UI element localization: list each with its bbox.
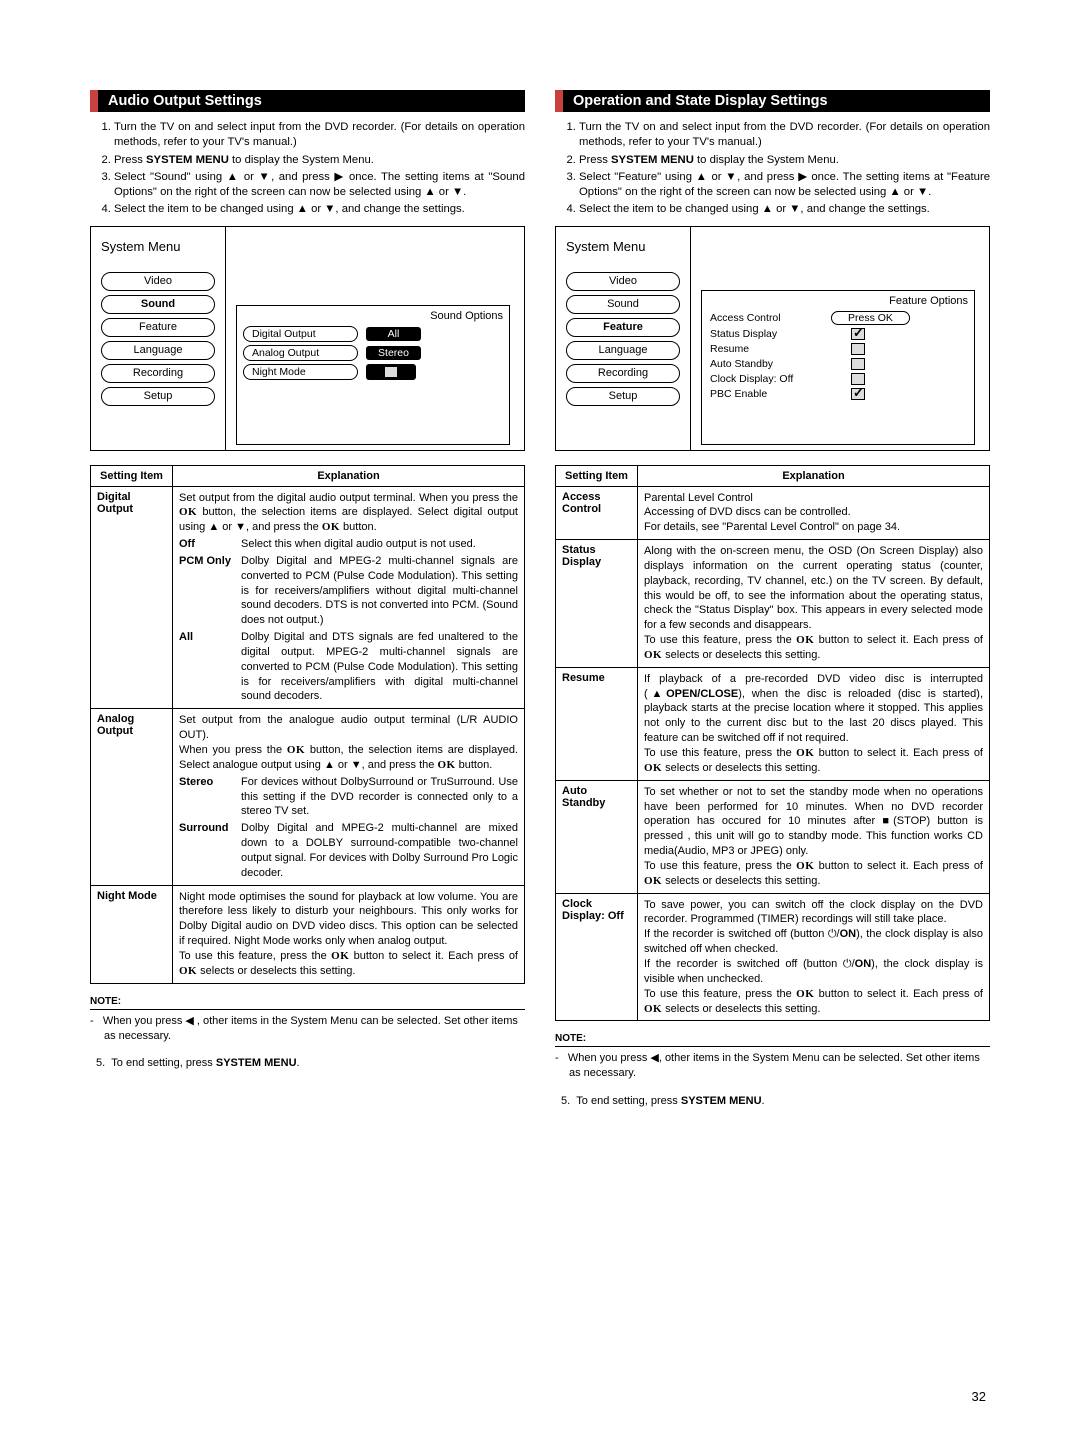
menu-item-setup: Setup [101, 387, 215, 406]
menu-item-recording: Recording [566, 364, 680, 383]
menu-item-sound: Sound [101, 295, 215, 314]
checkbox-icon [851, 373, 865, 385]
opt-row: Night Mode [243, 364, 503, 380]
row-name: AnalogOutput [91, 709, 173, 885]
opt-label: Auto Standby [708, 358, 831, 370]
checkbox-icon [851, 343, 865, 355]
opt-row: PBC Enable [708, 388, 968, 400]
menu-item-feature: Feature [101, 318, 215, 337]
menu-item-sound: Sound [566, 295, 680, 314]
menu-right-pane: Feature Options Access Control Press OK … [691, 227, 989, 450]
row-expl: Along with the on-screen menu, the OSD (… [638, 540, 990, 668]
opt-label: Digital Output [243, 326, 358, 342]
opt-label: Night Mode [243, 364, 358, 380]
opt-row: Status Display [708, 328, 968, 340]
opt-value: Stereo [366, 346, 421, 360]
settings-table-left: Setting Item Explanation DigitalOutput S… [90, 465, 525, 984]
opt-value: Press OK [831, 311, 910, 325]
page-number: 32 [972, 1389, 986, 1404]
menu-item-video: Video [566, 272, 680, 291]
menu-right-pane: Sound Options Digital Output All Analog … [226, 227, 524, 450]
opt-row: Resume [708, 343, 968, 355]
checkbox-icon [851, 358, 865, 370]
opt-label: Access Control [708, 312, 831, 324]
menu-item-recording: Recording [101, 364, 215, 383]
step: Press SYSTEM MENU to display the System … [114, 153, 525, 168]
options-panel: Sound Options Digital Output All Analog … [236, 305, 510, 445]
row-expl: To set whether or not to set the standby… [638, 780, 990, 893]
final-step: 5. To end setting, press SYSTEM MENU. [90, 1057, 525, 1069]
row-name: Night Mode [91, 885, 173, 983]
options-title: Feature Options [708, 295, 968, 307]
right-column: Operation and State Display Settings Tur… [555, 90, 990, 1107]
opt-row: Access Control Press OK [708, 311, 968, 325]
opt-value: All [366, 327, 421, 341]
step: Select the item to be changed using ▲ or… [114, 202, 525, 217]
opt-row: Analog Output Stereo [243, 345, 503, 361]
row-expl: If playback of a pre-recorded DVD video … [638, 667, 990, 780]
final-step: 5. To end setting, press SYSTEM MENU. [555, 1095, 990, 1107]
row-name: AutoStandby [556, 780, 638, 893]
note-label: NOTE: [90, 996, 525, 1010]
th-explanation: Explanation [638, 465, 990, 486]
opt-row: Auto Standby [708, 358, 968, 370]
row-name: AccessControl [556, 486, 638, 540]
opt-label: Clock Display: Off [708, 373, 831, 385]
row-name: StatusDisplay [556, 540, 638, 668]
header-stripe [90, 90, 98, 112]
opt-row: Clock Display: Off [708, 373, 968, 385]
checkbox-icon [384, 366, 398, 378]
opt-label: Resume [708, 343, 831, 355]
menu-left-pane: System Menu Video Sound Feature Language… [91, 227, 226, 450]
header-title: Audio Output Settings [98, 93, 262, 109]
steps-list-left: Turn the TV on and select input from the… [90, 120, 525, 218]
row-expl: Set output from the digital audio output… [173, 486, 525, 709]
system-menu-box-left: System Menu Video Sound Feature Language… [90, 226, 525, 451]
menu-item-feature: Feature [566, 318, 680, 337]
checkbox-checked-icon [851, 328, 865, 340]
menu-left-pane: System Menu Video Sound Feature Language… [556, 227, 691, 450]
menu-item-video: Video [101, 272, 215, 291]
step: Turn the TV on and select input from the… [114, 120, 525, 151]
step: Press SYSTEM MENU to display the System … [579, 153, 990, 168]
menu-title: System Menu [566, 239, 680, 254]
th-setting-item: Setting Item [556, 465, 638, 486]
row-expl: Parental Level ControlAccessing of DVD d… [638, 486, 990, 540]
step: Select "Sound" using ▲ or ▼, and press ▶… [114, 170, 525, 201]
left-column: Audio Output Settings Turn the TV on and… [90, 90, 525, 1107]
row-name: DigitalOutput [91, 486, 173, 709]
menu-title: System Menu [101, 239, 215, 254]
menu-item-language: Language [566, 341, 680, 360]
opt-label: PBC Enable [708, 388, 831, 400]
step: Select the item to be changed using ▲ or… [579, 202, 990, 217]
checkbox-checked-icon [851, 388, 865, 400]
row-expl: Night mode optimises the sound for playb… [173, 885, 525, 983]
th-setting-item: Setting Item [91, 465, 173, 486]
steps-list-right: Turn the TV on and select input from the… [555, 120, 990, 218]
settings-table-right: Setting Item Explanation AccessControl P… [555, 465, 990, 1022]
opt-row: Digital Output All [243, 326, 503, 342]
row-name: ClockDisplay: Off [556, 893, 638, 1021]
section-header-operation: Operation and State Display Settings [555, 90, 990, 112]
header-stripe [555, 90, 563, 112]
opt-label: Status Display [708, 328, 831, 340]
options-title: Sound Options [243, 310, 503, 322]
menu-item-setup: Setup [566, 387, 680, 406]
step: Select "Feature" using ▲ or ▼, and press… [579, 170, 990, 201]
section-header-audio: Audio Output Settings [90, 90, 525, 112]
system-menu-box-right: System Menu Video Sound Feature Language… [555, 226, 990, 451]
options-panel: Feature Options Access Control Press OK … [701, 290, 975, 445]
note-body: - When you press ◀, other items in the S… [555, 1051, 990, 1081]
th-explanation: Explanation [173, 465, 525, 486]
header-title: Operation and State Display Settings [563, 93, 828, 109]
menu-item-language: Language [101, 341, 215, 360]
row-name: Resume [556, 667, 638, 780]
note-label: NOTE: [555, 1033, 990, 1047]
row-expl: Set output from the analogue audio outpu… [173, 709, 525, 885]
opt-label: Analog Output [243, 345, 358, 361]
step: Turn the TV on and select input from the… [579, 120, 990, 151]
row-expl: To save power, you can switch off the cl… [638, 893, 990, 1021]
note-body: - When you press ◀ , other items in the … [90, 1014, 525, 1044]
